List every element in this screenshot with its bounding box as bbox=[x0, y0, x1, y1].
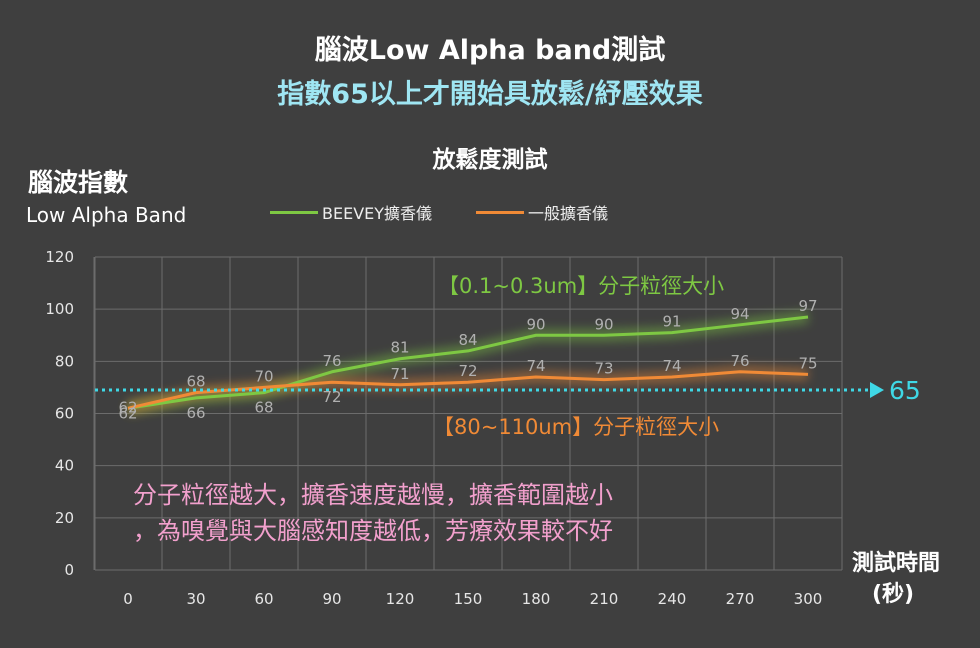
legend-swatch-normal bbox=[476, 210, 524, 214]
x-tick-label: 120 bbox=[386, 590, 415, 608]
data-label-beevey: 66 bbox=[186, 404, 205, 422]
data-label-normal: 74 bbox=[526, 357, 545, 375]
x-axis-label: 測試時間 bbox=[852, 551, 941, 576]
data-label-beevey: 94 bbox=[730, 305, 749, 323]
chart-annotation-3: ，為嗅覺與大腦感知度越低，芳療效果較不好 bbox=[133, 517, 613, 545]
x-axis-label-unit: (秒) bbox=[872, 582, 915, 607]
y-tick-label: 0 bbox=[64, 561, 74, 579]
y-tick-label: 20 bbox=[55, 509, 74, 527]
data-label-normal: 72 bbox=[322, 388, 341, 406]
data-label-normal: 70 bbox=[254, 367, 273, 385]
data-label-beevey: 81 bbox=[390, 339, 409, 357]
data-label-normal: 68 bbox=[186, 373, 205, 391]
y-tick-label: 40 bbox=[55, 457, 74, 475]
data-label-beevey: 62 bbox=[118, 398, 137, 416]
x-tick-label: 30 bbox=[186, 590, 205, 608]
data-label-normal: 74 bbox=[662, 357, 681, 375]
data-label-beevey: 84 bbox=[458, 331, 477, 349]
data-label-normal: 71 bbox=[390, 365, 409, 383]
legend-label-normal: 一般擴香儀 bbox=[528, 204, 609, 223]
legend-item-normal: 一般擴香儀 bbox=[476, 200, 608, 224]
data-label-normal: 62 bbox=[118, 404, 137, 422]
page-title: 腦波Low Alpha band測試 bbox=[314, 35, 666, 66]
data-label-beevey: 91 bbox=[662, 313, 681, 331]
threshold-arrow bbox=[870, 382, 884, 399]
data-label-beevey: 76 bbox=[322, 352, 341, 370]
data-label-normal: 76 bbox=[730, 352, 749, 370]
threshold-label: 65 bbox=[889, 376, 921, 405]
chart-annotation-2: 分子粒徑越大，擴香速度越慢，擴香範圍越小 bbox=[133, 481, 613, 509]
y-tick-label: 100 bbox=[45, 300, 74, 318]
legend-label-beevey: BEEVEY擴香儀 bbox=[322, 204, 433, 223]
x-tick-label: 270 bbox=[726, 590, 755, 608]
data-label-normal: 72 bbox=[458, 362, 477, 380]
y-axis-label: 腦波指數 bbox=[28, 168, 129, 197]
y-tick-label: 60 bbox=[55, 405, 74, 423]
series-line-0 bbox=[127, 315, 809, 410]
chart-annotation-0: 【0.1~0.3um】分子粒徑大小 bbox=[438, 274, 724, 298]
y-tick-label: 80 bbox=[55, 352, 74, 370]
data-label-beevey: 90 bbox=[594, 315, 613, 333]
legend-swatch-beevey bbox=[270, 210, 318, 214]
x-tick-label: 150 bbox=[454, 590, 483, 608]
x-tick-label: 180 bbox=[522, 590, 551, 608]
data-label-beevey: 90 bbox=[526, 315, 545, 333]
data-label-beevey: 68 bbox=[254, 399, 273, 417]
x-tick-label: 300 bbox=[794, 590, 823, 608]
page-subtitle: 指數65以上才開始具放鬆/紓壓效果 bbox=[277, 79, 703, 110]
x-tick-label: 60 bbox=[254, 590, 273, 608]
data-label-normal: 75 bbox=[798, 354, 817, 372]
data-label-normal: 73 bbox=[594, 360, 613, 378]
x-tick-label: 0 bbox=[123, 590, 133, 608]
y-tick-label: 120 bbox=[45, 248, 74, 266]
series-line-1 bbox=[127, 370, 809, 410]
x-tick-label: 240 bbox=[658, 590, 687, 608]
legend-item-beevey: BEEVEY擴香儀 bbox=[270, 200, 432, 224]
data-label-beevey: 97 bbox=[798, 297, 817, 315]
y-axis-label-sub: Low Alpha Band bbox=[26, 203, 187, 227]
chart-title: 放鬆度測試 bbox=[432, 146, 548, 173]
x-tick-label: 210 bbox=[590, 590, 619, 608]
chart-annotation-1: 【80~110um】分子粒徑大小 bbox=[433, 415, 719, 439]
x-tick-label: 90 bbox=[322, 590, 341, 608]
